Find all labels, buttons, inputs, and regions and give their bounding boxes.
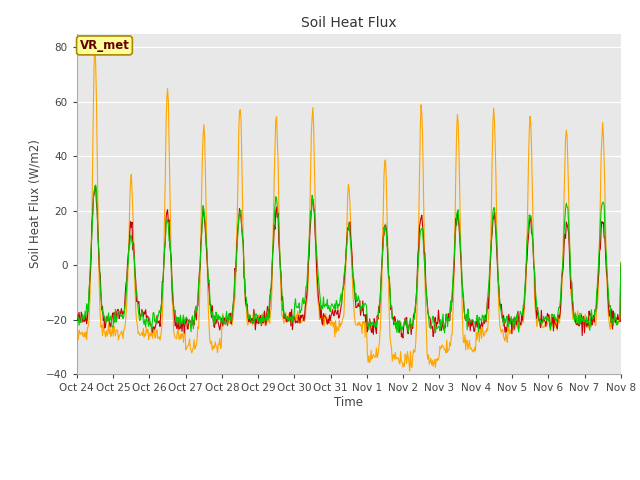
X-axis label: Time: Time xyxy=(334,396,364,409)
Legend: SHF 1, SHF 2, SHF 3: SHF 1, SHF 2, SHF 3 xyxy=(223,476,474,480)
Title: Soil Heat Flux: Soil Heat Flux xyxy=(301,16,397,30)
Y-axis label: Soil Heat Flux (W/m2): Soil Heat Flux (W/m2) xyxy=(29,140,42,268)
Text: VR_met: VR_met xyxy=(79,39,129,52)
